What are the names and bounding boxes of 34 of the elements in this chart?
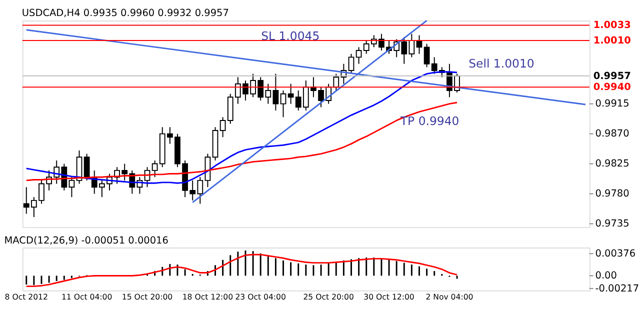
ref-line-label: 1.0010 [593,35,632,46]
x-tick-label: 8 Oct 2012 [4,292,48,302]
candlestick [280,90,286,118]
candlestick [68,176,75,198]
candlestick [288,83,294,104]
y-tick-label: -0.00217 [595,283,640,294]
annotation: Sell 1.0010 [468,56,534,70]
x-tick-label: 25 Oct 20:00 [303,292,354,302]
y-tick-label: 0.9915 [595,98,630,110]
chart-title: USDCAD,H4 0.9935 0.9960 0.9932 0.9957 [22,8,229,19]
y-tick-label: 0.9870 [595,128,630,140]
ref-line-label: 0.9957 [593,70,631,82]
y-tick-label: 0.00 [595,270,617,282]
x-tick-label: 18 Oct 12:00 [182,292,234,302]
candlestick [220,116,226,138]
y-tick-label: 0.9735 [595,218,630,230]
candlestick [84,153,90,181]
x-tick-label: 23 Oct 04:00 [235,292,286,302]
x-tick-label: 15 Oct 20:00 [122,292,173,302]
x-tick-label: 30 Oct 12:00 [364,292,414,302]
annotation: TP 0.9940 [399,114,460,128]
candlestick [356,46,362,64]
candlestick [424,43,430,68]
ref-line-label: 1.0033 [593,20,631,32]
y-tick-label: 0.9825 [595,158,630,170]
chart-title: MACD(12,26,9) -0.00051 0.00016 [4,236,168,247]
x-tick-label: 2 Nov 04:00 [426,292,474,302]
y-tick-label: 0.00376 [595,248,636,260]
x-tick-label: 11 Oct 04:00 [61,292,112,302]
y-tick-label: 0.9780 [595,188,630,200]
ref-line-label: 0.9940 [593,82,632,94]
candlestick [348,53,354,74]
line-series [26,254,458,288]
annotation: SL 1.0045 [261,29,320,44]
